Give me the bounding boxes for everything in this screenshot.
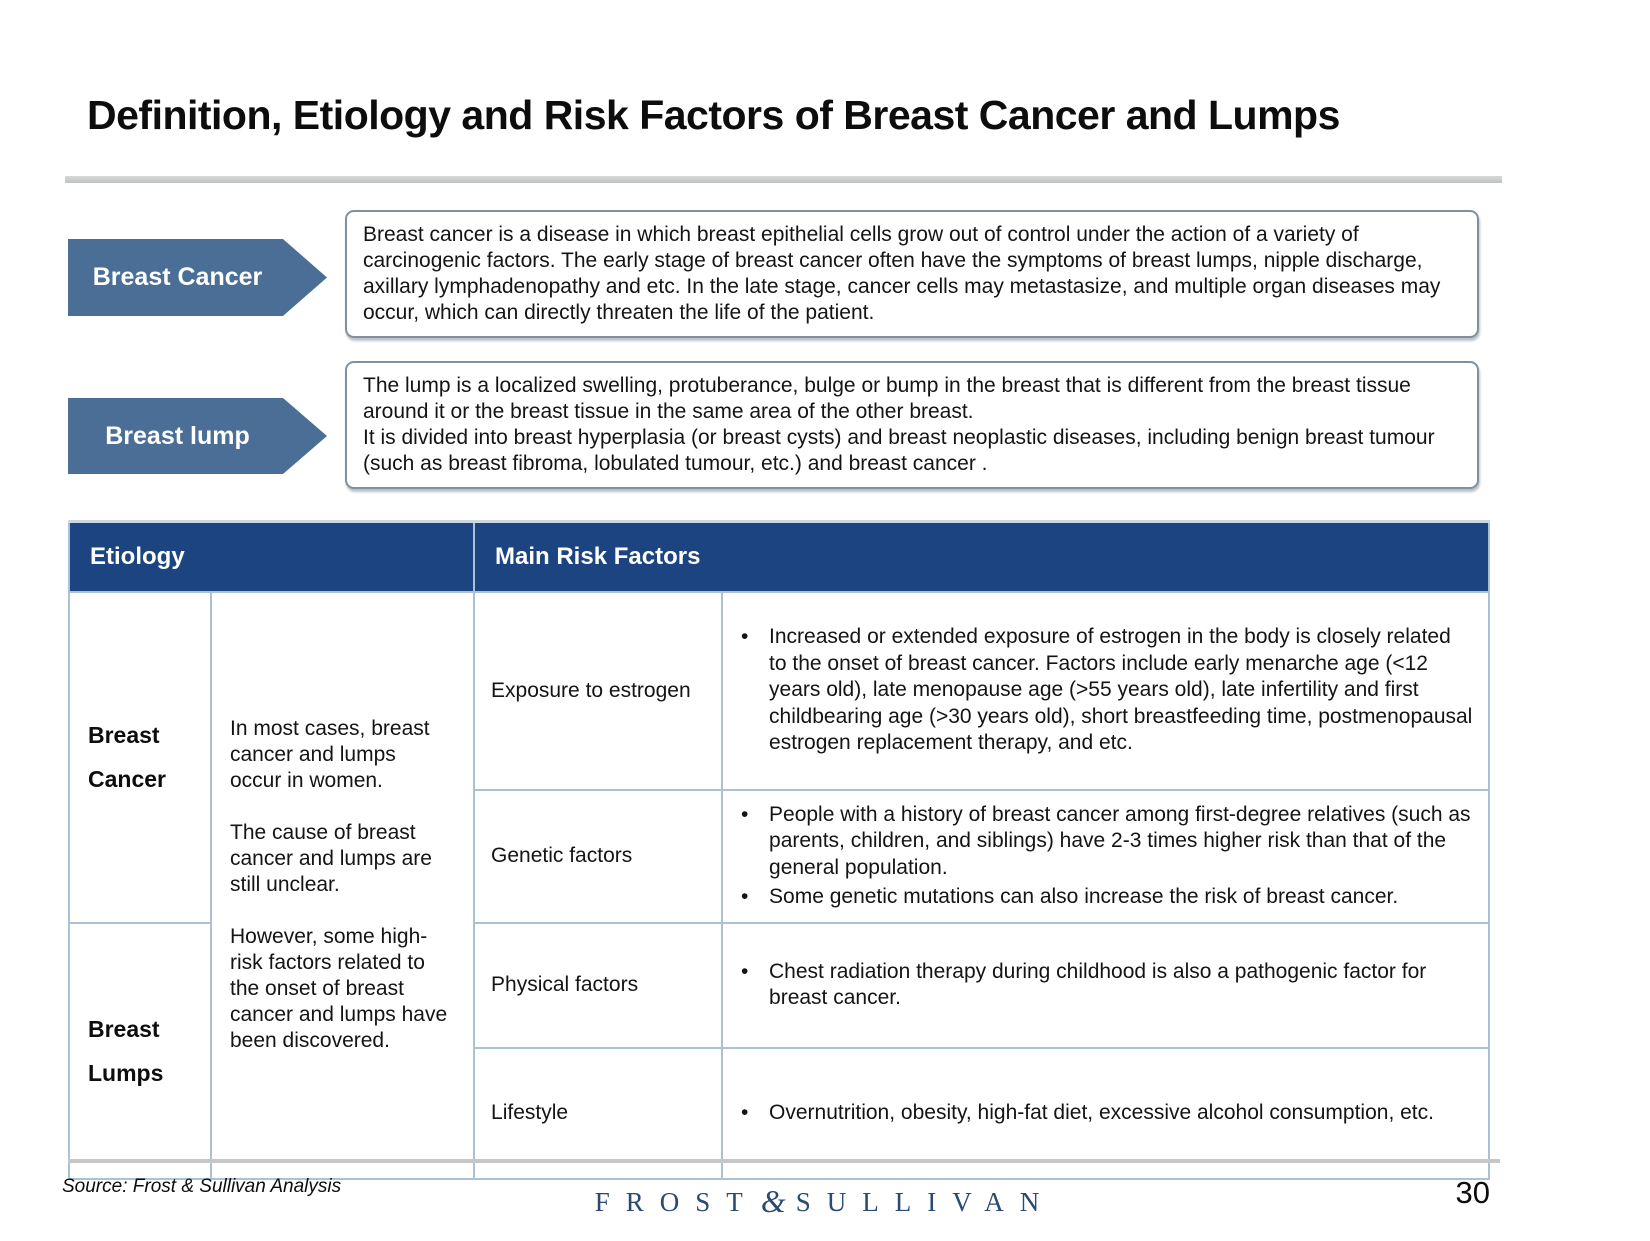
bullet-item: Some genetic mutations can also increase… — [723, 884, 1474, 911]
table-row: Lifestyle Overnutrition, obesity, high-f… — [69, 1046, 1491, 1180]
risk-factors-header: Main Risk Factors — [473, 520, 1491, 593]
table-row: Genetic factors People with a history of… — [69, 788, 1491, 924]
table-shadow-line — [68, 1159, 1500, 1163]
table-header-row: Etiology Main Risk Factors — [67, 520, 1491, 593]
breast-cancer-arrow-text: Breast Cancer — [92, 263, 263, 291]
page-title: Definition, Etiology and Risk Factors of… — [87, 92, 1340, 138]
frost-sullivan-logo: FROST& SULLIVAN — [540, 1182, 1110, 1219]
bullet-item: People with a history of breast cancer a… — [723, 802, 1474, 882]
table-row: Breast Cancer In most cases, breast canc… — [68, 590, 1491, 1180]
bullets-exposure-estrogen: Increased or extended exposure of estrog… — [721, 590, 1491, 791]
group-breast-cancer: Breast Cancer — [68, 590, 212, 924]
etiology-risk-table: Etiology Main Risk Factors Breast Cancer… — [67, 520, 1491, 1180]
factor-genetic: Genetic factors — [473, 788, 724, 924]
page-number: 30 — [1455, 1175, 1490, 1210]
factor-physical: Physical factors — [473, 921, 724, 1049]
logo-ampersand: & — [760, 1183, 786, 1219]
bullet-item: Chest radiation therapy during childhood… — [723, 959, 1474, 1012]
table-row: Breast Lumps Physical factors Chest radi… — [68, 921, 1491, 1180]
etiology-header: Etiology — [67, 520, 476, 593]
breast-lump-arrow-label: Breast lump — [68, 398, 327, 474]
factor-exposure-estrogen: Exposure to estrogen — [473, 590, 724, 791]
etiology-text-cell: In most cases, breast cancer and lumps o… — [209, 590, 476, 1180]
logo-sullivan: SULLIVAN — [795, 1187, 1056, 1217]
factor-lifestyle: Lifestyle — [473, 1046, 724, 1180]
bullet-item: Overnutrition, obesity, high-fat diet, e… — [723, 1100, 1474, 1127]
breast-lump-arrow-text: Breast lump — [105, 421, 250, 450]
group-breast-lumps: Breast Lumps — [68, 921, 212, 1180]
bullets-genetic: People with a history of breast cancer a… — [721, 788, 1491, 924]
bullets-lifestyle: Overnutrition, obesity, high-fat diet, e… — [721, 1046, 1491, 1180]
source-note: Source: Frost & Sullivan Analysis — [62, 1176, 342, 1197]
breast-cancer-definition-box: Breast cancer is a disease in which brea… — [345, 210, 1479, 338]
title-divider — [65, 176, 1502, 183]
bullets-physical: Chest radiation therapy during childhood… — [721, 921, 1491, 1049]
breast-cancer-arrow-label: Breast Cancer — [68, 239, 327, 316]
bullet-item: Increased or extended exposure of estrog… — [723, 624, 1474, 757]
breast-lump-definition-box: The lump is a localized swelling, protub… — [345, 361, 1479, 489]
logo-frost: FROST — [594, 1187, 759, 1217]
